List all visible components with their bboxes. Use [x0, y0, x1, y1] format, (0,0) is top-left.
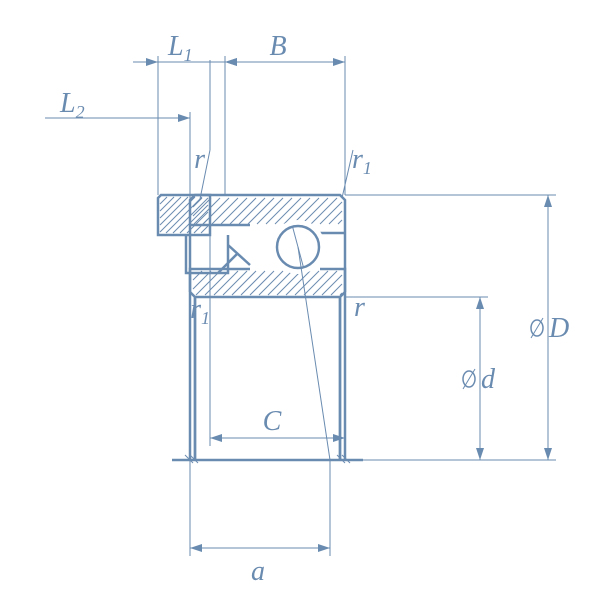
svg-text:L1: L1: [167, 31, 193, 65]
svg-text:d: d: [481, 364, 496, 395]
svg-text:a: a: [251, 556, 265, 587]
svg-text:r1: r1: [190, 294, 210, 328]
svg-text:D: D: [548, 313, 569, 344]
svg-text:B: B: [269, 31, 286, 62]
svg-text:r1: r1: [352, 144, 372, 178]
svg-text:L2: L2: [59, 88, 85, 122]
svg-text:C: C: [263, 406, 282, 437]
svg-text:r: r: [194, 144, 205, 175]
